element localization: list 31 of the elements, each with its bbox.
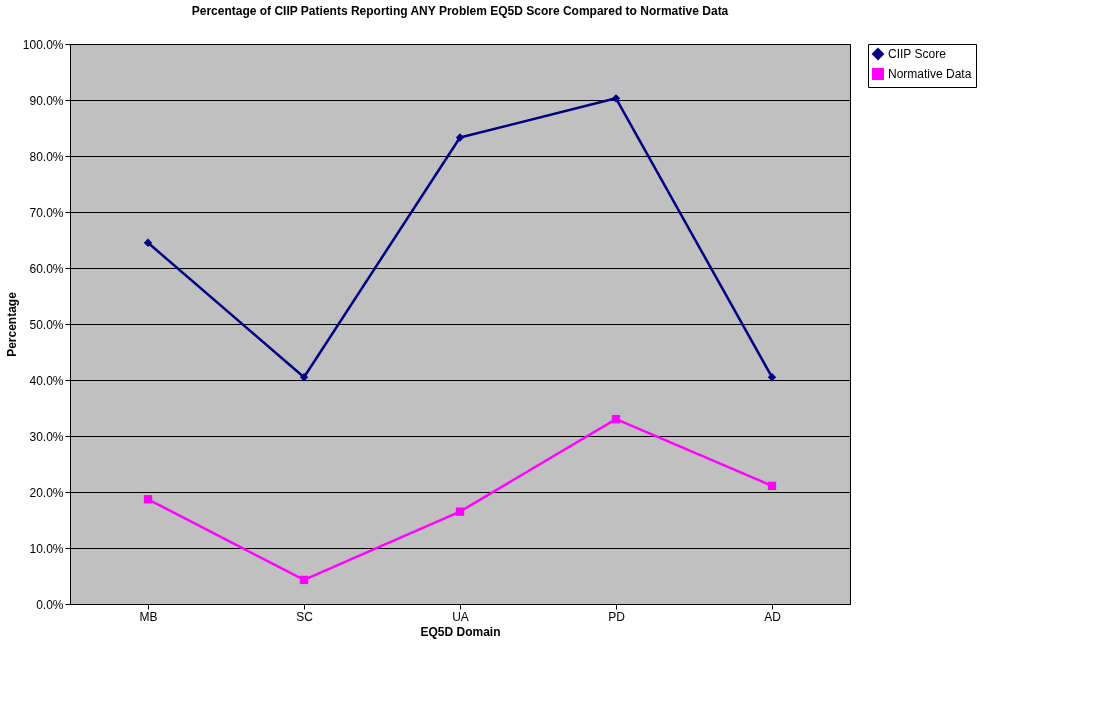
y-tick-label: 0.0%	[36, 597, 64, 612]
point	[143, 238, 153, 247]
x-tick-label: MB	[139, 609, 158, 624]
point	[767, 481, 777, 491]
point	[611, 94, 621, 103]
y-tick-label: 20.0%	[29, 485, 64, 500]
y-axis-title: Percentage	[4, 291, 19, 357]
chart-title: Percentage of CIIP Patients Reporting ANY Problem EQ5D Score Compared to Normative Data	[191, 4, 729, 18]
y-tick-label: 80.0%	[29, 149, 64, 164]
x-tick-label: SC	[296, 609, 314, 624]
legend-label: Normative Data	[888, 67, 972, 81]
y-tick-label: 40.0%	[29, 373, 64, 388]
x-tick-label: UA	[452, 609, 469, 624]
point	[143, 495, 153, 504]
x-axis-title: EQ5D Domain	[420, 624, 501, 639]
y-tick-label: 70.0%	[29, 205, 64, 220]
y-tick-label: 50.0%	[29, 317, 64, 332]
x-tick-label: AD	[764, 609, 782, 624]
point	[767, 373, 777, 382]
y-tick-label: 100.0%	[22, 37, 64, 52]
x-tick-label: PD	[608, 609, 626, 624]
y-tick-label: 60.0%	[29, 261, 64, 276]
y-tick-label: 30.0%	[29, 429, 64, 444]
point	[455, 133, 465, 142]
point	[611, 415, 621, 424]
y-tick-label: 10.0%	[29, 541, 64, 556]
y-tick-label: 90.0%	[29, 93, 64, 108]
point	[299, 575, 309, 585]
legend-label: CIIP Score	[888, 47, 947, 61]
point	[299, 373, 309, 382]
point	[455, 507, 465, 516]
